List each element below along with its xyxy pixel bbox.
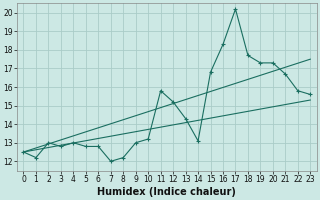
X-axis label: Humidex (Indice chaleur): Humidex (Indice chaleur) (98, 187, 236, 197)
